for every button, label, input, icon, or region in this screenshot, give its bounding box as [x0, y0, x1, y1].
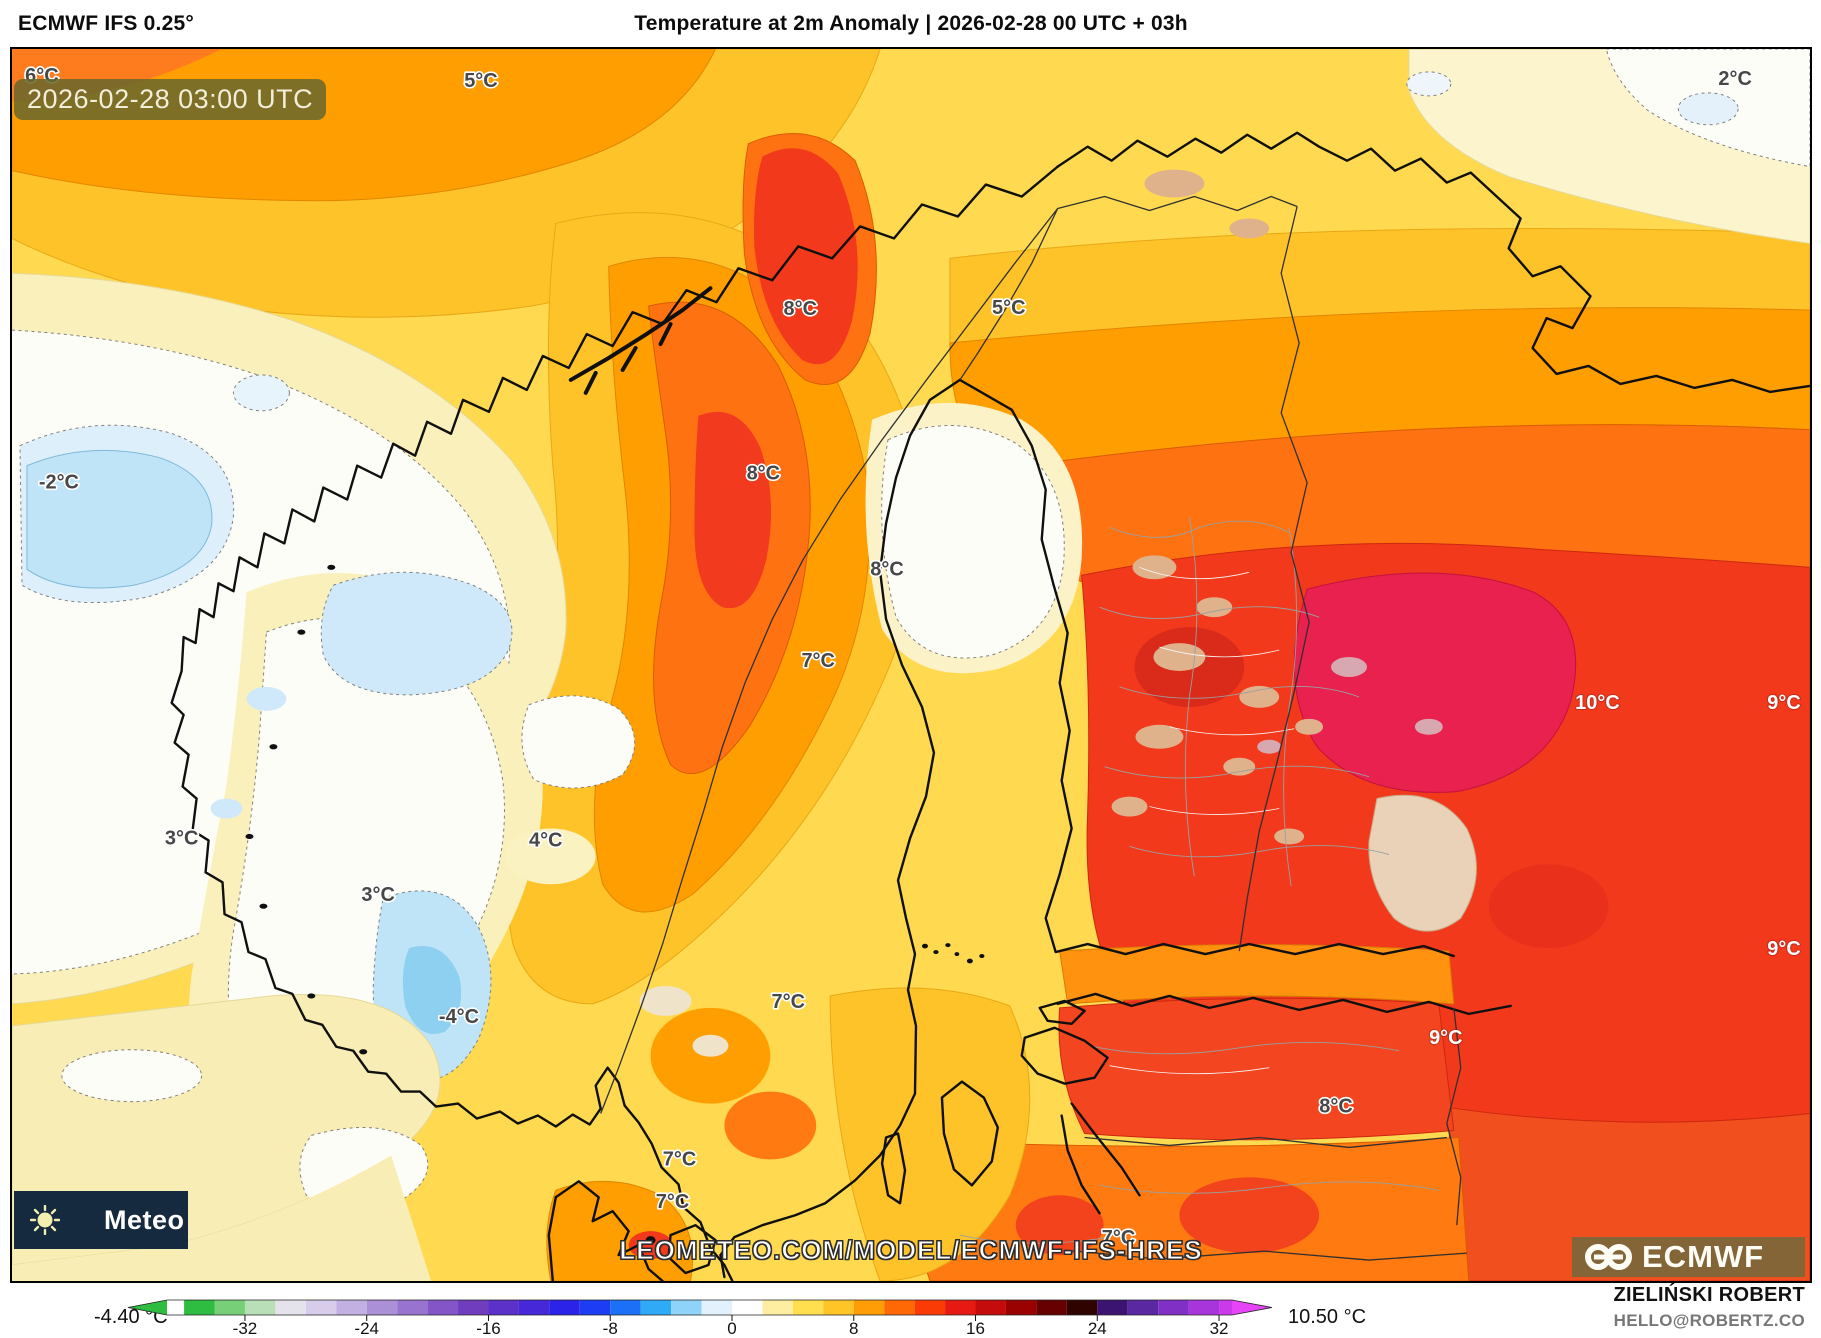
temperature-label: 7°C: [772, 991, 805, 1013]
colorbar-tick-label: 8: [849, 1319, 858, 1338]
colorbar-tick-label: -8: [603, 1319, 618, 1338]
map-canvas: 6°C 5°C 2°C 8°C 5°C -2°C 8°C 8°C 7°C 10°C 9°C 3°C 4°…: [10, 47, 1812, 1283]
temperature-label: -4°C: [439, 1006, 479, 1028]
timestamp-badge: 2026-02-28 03:00 UTC: [14, 79, 327, 120]
colorbar-tick-label: 0: [727, 1319, 736, 1338]
temperature-label: 3°C: [361, 884, 394, 906]
colorbar: -32 -24 -16 -8 0 8 16 24 32: [127, 1299, 1273, 1338]
ecmwf-logo-icon: [1582, 1241, 1636, 1273]
ecmwf-logo-text: ECMWF: [1642, 1239, 1765, 1274]
temperature-label: 7°C: [656, 1191, 689, 1213]
temperature-label: 9°C: [1767, 692, 1800, 714]
colorbar-tick-label: -32: [233, 1319, 258, 1338]
temperature-label: 2°C: [1718, 68, 1751, 90]
temperature-label: 7°C: [1102, 1227, 1135, 1249]
page-title: Temperature at 2m Anomaly | 2026-02-28 0…: [634, 12, 1188, 35]
temperature-label: 8°C: [870, 558, 903, 580]
credit-name: ZIELIŃSKI ROBERT: [1613, 1284, 1805, 1306]
temperature-label: -2°C: [39, 472, 79, 494]
colorbar-tick-label: -24: [354, 1319, 379, 1338]
temperature-label: 5°C: [992, 297, 1025, 319]
anomaly-map: 6°C 5°C 2°C8°C 5°C-2°C 8°C8°C7°C10°C 9°C3°C 4°…: [12, 49, 1810, 1281]
leometeo-logo-text: Meteo: [104, 1204, 185, 1235]
temperature-label: 3°C: [165, 827, 198, 849]
colorbar-tick-label: -16: [476, 1319, 501, 1338]
sun-icon: [30, 1205, 60, 1235]
temperature-label: 9°C: [1767, 938, 1800, 960]
colorbar-tick-label: 16: [966, 1319, 985, 1338]
temperature-label: 7°C: [663, 1148, 696, 1170]
credit-email: HELLO@ROBERTZ.CO: [1613, 1311, 1805, 1330]
temperature-label: 4°C: [529, 829, 562, 851]
temperature-label: 8°C: [1319, 1096, 1352, 1118]
colorbar-tick-label: 32: [1210, 1319, 1229, 1338]
colorbar-tick-label: 24: [1088, 1319, 1107, 1338]
temperature-label: 10°C: [1575, 692, 1620, 714]
watermark: LEOMETEO.COM/MODEL/ECMWF-IFS-HRES: [619, 1235, 1203, 1266]
leometeo-logo: Meteo: [14, 1191, 188, 1249]
temperature-label: 7°C: [801, 650, 834, 672]
ecmwf-logo: ECMWF: [1572, 1237, 1805, 1277]
model-label: ECMWF IFS 0.25°: [18, 12, 194, 35]
temperature-label: 9°C: [1429, 1027, 1462, 1049]
colorbar-max-value: 10.50 °C: [1288, 1306, 1367, 1328]
temperature-label: 8°C: [784, 298, 817, 320]
temperature-label: 8°C: [747, 463, 780, 485]
temperature-label: 5°C: [464, 70, 497, 92]
